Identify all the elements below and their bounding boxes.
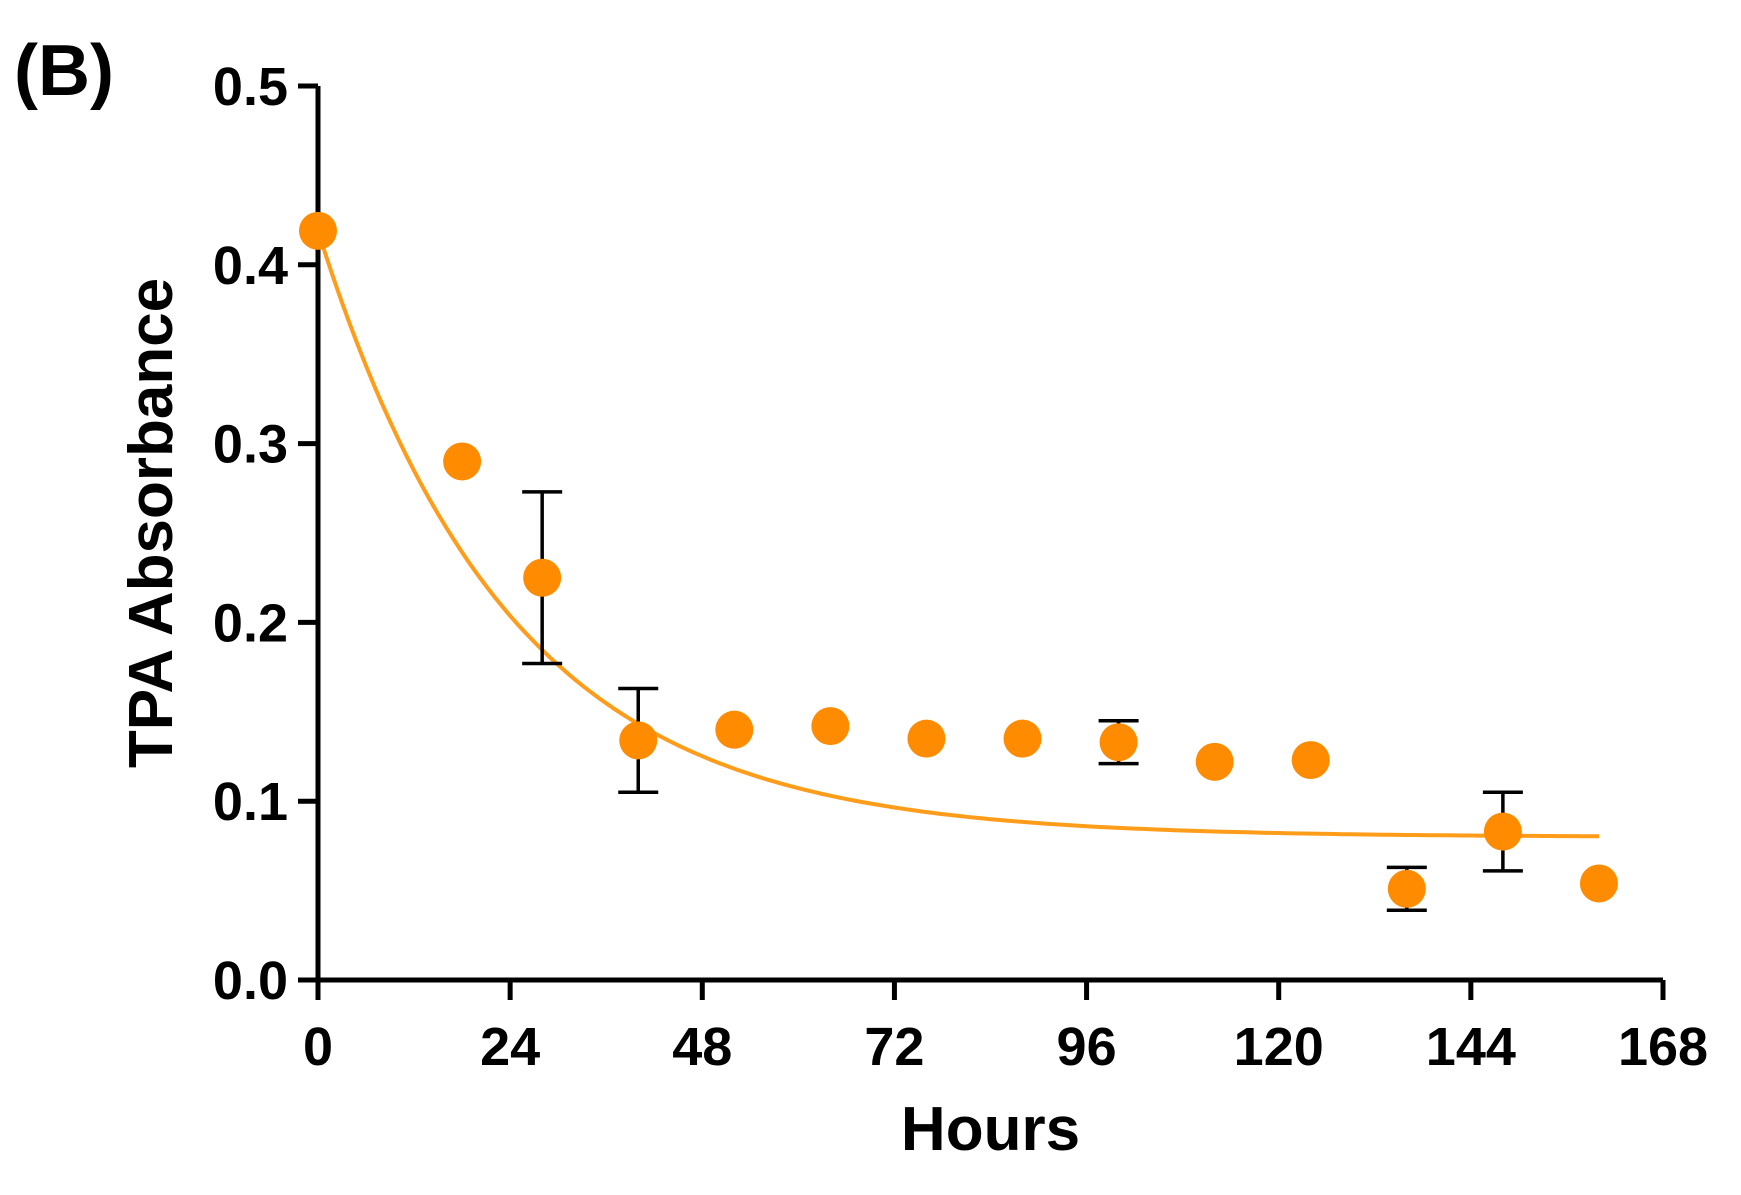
data-point	[1195, 742, 1234, 781]
x-tick-label: 0	[303, 1017, 333, 1077]
y-axis-ticks: 0.0 0.1 0.2 0.3 0.4 0.5	[213, 57, 318, 1011]
data-point	[1483, 812, 1522, 851]
y-tick-label: 0.2	[213, 593, 288, 653]
y-tick-label: 0.4	[213, 236, 288, 296]
data-points	[299, 211, 1618, 908]
error-bars	[522, 490, 1523, 913]
fit-curve	[316, 230, 1599, 839]
x-axis-label: Hours	[901, 1095, 1080, 1164]
x-tick-label: 48	[672, 1017, 732, 1077]
data-point	[299, 211, 337, 250]
data-point	[811, 707, 850, 746]
panel-label: (B)	[14, 31, 114, 111]
data-point	[619, 721, 658, 760]
x-tick-label: 144	[1426, 1017, 1516, 1077]
x-tick-label: 72	[864, 1017, 924, 1077]
y-tick-label: 0.1	[213, 772, 288, 832]
data-point	[443, 442, 482, 481]
y-tick-label: 0.3	[213, 415, 288, 475]
data-point	[715, 710, 754, 749]
data-point	[1387, 869, 1426, 908]
x-axis-ticks: 0 24 48 72 96 120 144 168	[303, 980, 1708, 1077]
data-point	[1099, 723, 1138, 762]
data-point	[1003, 719, 1042, 758]
x-tick-label: 120	[1234, 1017, 1324, 1077]
data-point	[907, 719, 946, 758]
x-tick-label: 24	[480, 1017, 540, 1077]
data-point	[1291, 741, 1330, 780]
x-tick-label: 96	[1057, 1017, 1117, 1077]
data-point	[523, 558, 562, 597]
data-point	[1579, 864, 1618, 903]
y-tick-label: 0.0	[213, 951, 288, 1011]
y-tick-label: 0.5	[213, 57, 288, 117]
y-axis-label: TPA Absorbance	[117, 278, 186, 768]
x-tick-label: 168	[1618, 1017, 1708, 1077]
